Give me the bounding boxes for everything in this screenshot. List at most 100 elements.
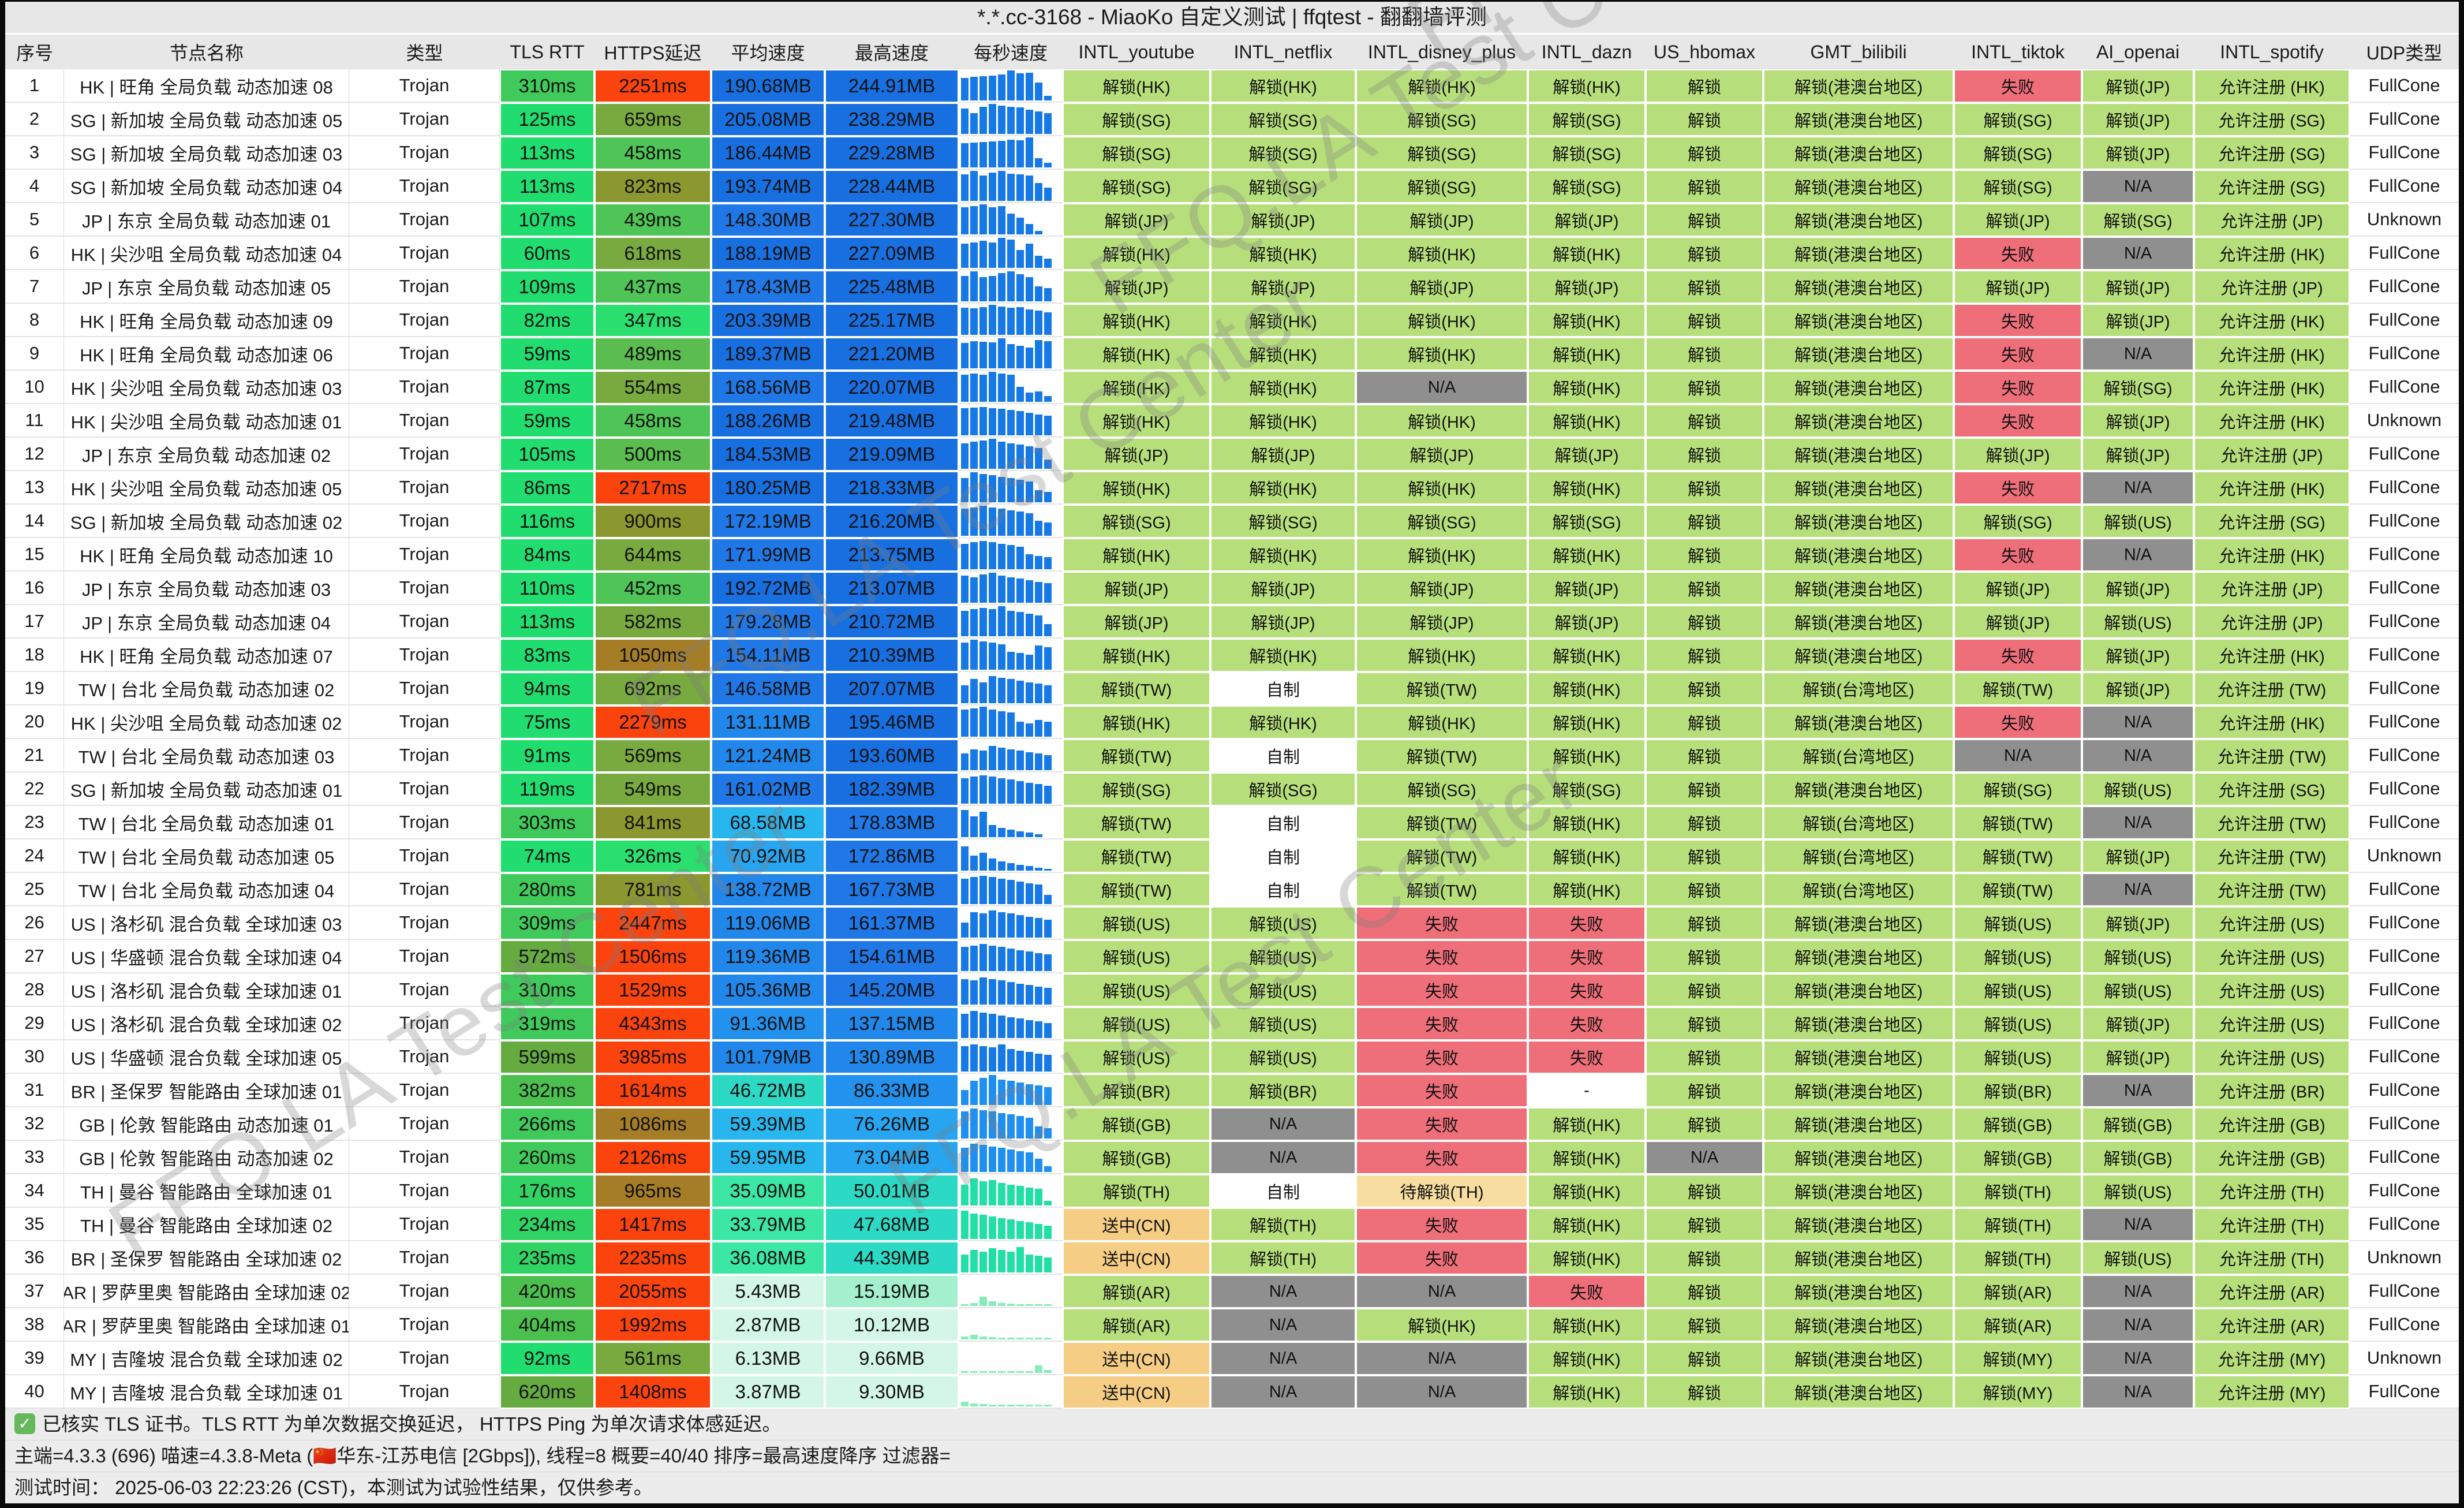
cell-hbomax: 解锁 bbox=[1646, 1342, 1763, 1375]
cell-openai: 解锁(SG) bbox=[2082, 371, 2194, 404]
cell-hbomax: 解锁 bbox=[1646, 371, 1763, 404]
cell-hbomax: 解锁 bbox=[1646, 1007, 1763, 1040]
per-second-speed-sparkline bbox=[961, 941, 1060, 971]
per-second-speed-sparkline bbox=[961, 640, 1060, 670]
cell-udp-type: FullCone bbox=[2350, 1040, 2459, 1074]
cell-netflix: 解锁(US) bbox=[1210, 1007, 1356, 1040]
col-header-openai: AI_openai bbox=[2096, 41, 2180, 62]
cell-youtube: 解锁(HK) bbox=[1063, 237, 1210, 270]
cell-speed-bars bbox=[959, 505, 1063, 538]
cell-https-latency: 549ms bbox=[594, 772, 711, 806]
cell-youtube: 解锁(JP) bbox=[1063, 203, 1210, 237]
cell-max-speed: 47.68MB bbox=[825, 1208, 959, 1241]
cell-tiktok: 解锁(AR) bbox=[1954, 1275, 2082, 1308]
cell-netflix: 自制 bbox=[1210, 806, 1356, 839]
cell-bilibili: 解锁(港澳台地区) bbox=[1763, 772, 1954, 806]
cell-hbomax: 解锁 bbox=[1646, 672, 1763, 706]
cell-type: Trojan bbox=[349, 973, 500, 1007]
cell-https-latency: 2235ms bbox=[594, 1241, 711, 1275]
cell-disney-plus: 解锁(HK) bbox=[1356, 337, 1528, 371]
cell-tiktok: 解锁(JP) bbox=[1954, 270, 2082, 304]
cell-spotify: 允许注册 (SG) bbox=[2194, 103, 2350, 136]
col-header-tls-rtt: TLS RTT bbox=[510, 41, 585, 62]
cell-speed-bars bbox=[959, 672, 1063, 706]
col-header-dazn: INTL_dazn bbox=[1541, 41, 1632, 62]
cell-avg-speed: 161.02MB bbox=[711, 772, 825, 806]
cell-tls-rtt: 309ms bbox=[500, 906, 594, 940]
cell-index: 36 bbox=[5, 1241, 64, 1275]
cell-disney-plus: 解锁(HK) bbox=[1356, 237, 1528, 270]
cell-max-speed: 210.72MB bbox=[825, 605, 959, 639]
cell-disney-plus: 解锁(HK) bbox=[1356, 538, 1528, 572]
cell-spotify: 允许注册 (HK) bbox=[2194, 706, 2350, 739]
cell-tiktok: 解锁(JP) bbox=[1954, 438, 2082, 471]
cell-netflix: 解锁(HK) bbox=[1210, 304, 1356, 337]
table-row: 36 BR | 圣保罗 智能路由 全球加速 02 Trojan 235ms 2235ms… bbox=[5, 1241, 2459, 1275]
cell-index: 37 bbox=[5, 1275, 64, 1308]
cell-type: Trojan bbox=[349, 639, 500, 672]
cell-max-speed: 216.20MB bbox=[825, 505, 959, 538]
cell-max-speed: 167.73MB bbox=[825, 873, 959, 906]
cell-disney-plus: 失败 bbox=[1356, 1208, 1528, 1241]
cell-openai: 解锁(JP) bbox=[2082, 438, 2194, 471]
cell-node-name: US | 华盛顿 混合负载 全球加速 05 bbox=[64, 1040, 349, 1074]
cell-index: 11 bbox=[5, 404, 64, 438]
cell-avg-speed: 171.99MB bbox=[711, 538, 825, 572]
cell-max-speed: 154.61MB bbox=[825, 940, 959, 973]
cell-bilibili: 解锁(港澳台地区) bbox=[1763, 69, 1954, 103]
cell-type: Trojan bbox=[349, 1040, 500, 1074]
cell-udp-type: FullCone bbox=[2350, 873, 2459, 906]
cell-openai: 解锁(US) bbox=[2082, 940, 2194, 973]
cell-disney-plus: 解锁(TW) bbox=[1356, 873, 1528, 906]
cell-youtube: 解锁(GB) bbox=[1063, 1107, 1210, 1141]
cell-spotify: 允许注册 (HK) bbox=[2194, 538, 2350, 572]
cell-spotify: 允许注册 (MY) bbox=[2194, 1342, 2350, 1375]
cell-speed-bars bbox=[959, 806, 1063, 839]
cell-bilibili: 解锁(港澳台地区) bbox=[1763, 1342, 1954, 1375]
cell-bilibili: 解锁(港澳台地区) bbox=[1763, 337, 1954, 371]
cell-spotify: 允许注册 (JP) bbox=[2194, 438, 2350, 471]
per-second-speed-sparkline bbox=[961, 740, 1060, 770]
cell-tls-rtt: 280ms bbox=[500, 873, 594, 906]
cell-avg-speed: 101.79MB bbox=[711, 1040, 825, 1074]
cell-node-name: TH | 曼谷 智能路由 全球加速 01 bbox=[64, 1174, 349, 1208]
cell-openai: 解锁(US) bbox=[2082, 1241, 2194, 1275]
cell-disney-plus: 解锁(HK) bbox=[1356, 404, 1528, 438]
cell-type: Trojan bbox=[349, 1074, 500, 1107]
table-row: 22 SG | 新加坡 全局负载 动态加速 01 Trojan 119ms 549ms 1… bbox=[5, 772, 2459, 806]
cell-avg-speed: 121.24MB bbox=[711, 739, 825, 772]
cell-index: 34 bbox=[5, 1174, 64, 1208]
cell-openai: 解锁(JP) bbox=[2082, 1040, 2194, 1074]
cell-netflix: 解锁(US) bbox=[1210, 1040, 1356, 1074]
cell-https-latency: 1050ms bbox=[594, 639, 711, 672]
table-row: 18 HK | 旺角 全局负载 动态加速 07 Trojan 83ms 1050ms 15… bbox=[5, 639, 2459, 672]
cell-dazn: 解锁(HK) bbox=[1528, 1241, 1646, 1275]
per-second-speed-sparkline bbox=[961, 774, 1060, 804]
table-row: 8 HK | 旺角 全局负载 动态加速 09 Trojan 82ms 347ms 203.… bbox=[5, 304, 2459, 337]
cell-openai: N/A bbox=[2082, 873, 2194, 906]
cell-spotify: 允许注册 (US) bbox=[2194, 1007, 2350, 1040]
cell-openai: N/A bbox=[2082, 739, 2194, 772]
cell-index: 21 bbox=[5, 739, 64, 772]
cell-speed-bars bbox=[959, 337, 1063, 371]
cell-tiktok: 解锁(SG) bbox=[1954, 103, 2082, 136]
cell-dazn: 解锁(HK) bbox=[1528, 672, 1646, 706]
cell-avg-speed: 138.72MB bbox=[711, 873, 825, 906]
table-row: 31 BR | 圣保罗 智能路由 全球加速 01 Trojan 382ms 1614ms… bbox=[5, 1074, 2459, 1107]
cell-https-latency: 4343ms bbox=[594, 1007, 711, 1040]
col-header-tiktok: INTL_tiktok bbox=[1971, 41, 2065, 62]
cell-speed-bars bbox=[959, 1040, 1063, 1074]
cell-tiktok: 失败 bbox=[1954, 639, 2082, 672]
cell-tiktok: 解锁(TW) bbox=[1954, 672, 2082, 706]
cell-node-name: US | 洛杉矶 混合负载 全球加速 02 bbox=[64, 1007, 349, 1040]
cell-youtube: 解锁(HK) bbox=[1063, 471, 1210, 505]
cell-type: Trojan bbox=[349, 1308, 500, 1342]
cell-udp-type: FullCone bbox=[2350, 1007, 2459, 1040]
cell-hbomax: 解锁 bbox=[1646, 237, 1763, 270]
cell-openai: N/A bbox=[2082, 471, 2194, 505]
col-header-netflix: INTL_netflix bbox=[1233, 41, 1333, 62]
per-second-speed-sparkline bbox=[961, 807, 1060, 837]
cell-bilibili: 解锁(港澳台地区) bbox=[1763, 1007, 1954, 1040]
cell-openai: 解锁(US) bbox=[2082, 1174, 2194, 1208]
cell-dazn: - bbox=[1528, 1074, 1646, 1107]
